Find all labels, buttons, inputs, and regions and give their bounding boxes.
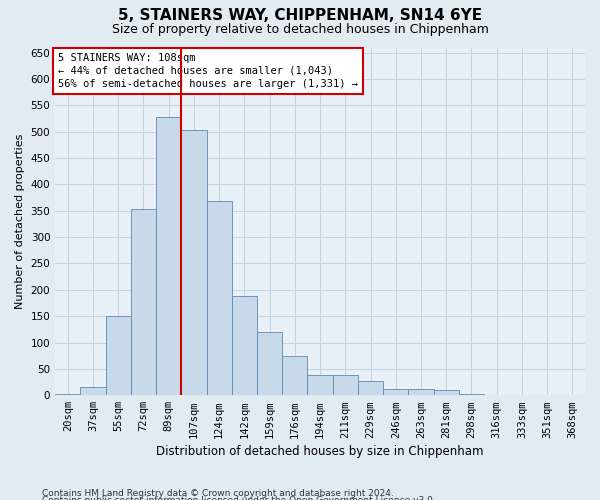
Bar (332, 375, 358, 395)
Text: Contains HM Land Registry data © Crown copyright and database right 2024.: Contains HM Land Registry data © Crown c… (42, 488, 394, 498)
Bar (232, 296, 257, 395)
Bar (383, 389, 409, 395)
Text: 5 STAINERS WAY: 108sqm
← 44% of detached houses are smaller (1,043)
56% of semi-: 5 STAINERS WAY: 108sqm ← 44% of detached… (58, 52, 358, 89)
Text: 5, STAINERS WAY, CHIPPENHAM, SN14 6YE: 5, STAINERS WAY, CHIPPENHAM, SN14 6YE (118, 8, 482, 22)
Bar (459, 394, 484, 395)
Bar (131, 209, 156, 395)
Bar (409, 389, 434, 395)
Bar (257, 332, 282, 395)
Text: Contains public sector information licensed under the Open Government Licence v3: Contains public sector information licen… (42, 496, 436, 500)
Bar (434, 390, 459, 395)
Text: Size of property relative to detached houses in Chippenham: Size of property relative to detached ho… (112, 22, 488, 36)
Y-axis label: Number of detached properties: Number of detached properties (15, 134, 25, 309)
Bar (80, 388, 106, 395)
Bar (282, 356, 307, 395)
Bar (307, 375, 332, 395)
Bar (484, 394, 509, 395)
Bar (156, 117, 181, 395)
Bar (181, 130, 206, 395)
X-axis label: Distribution of detached houses by size in Chippenham: Distribution of detached houses by size … (157, 444, 484, 458)
Bar (358, 381, 383, 395)
Bar (55, 394, 80, 395)
Bar (206, 202, 232, 395)
Bar (106, 316, 131, 395)
